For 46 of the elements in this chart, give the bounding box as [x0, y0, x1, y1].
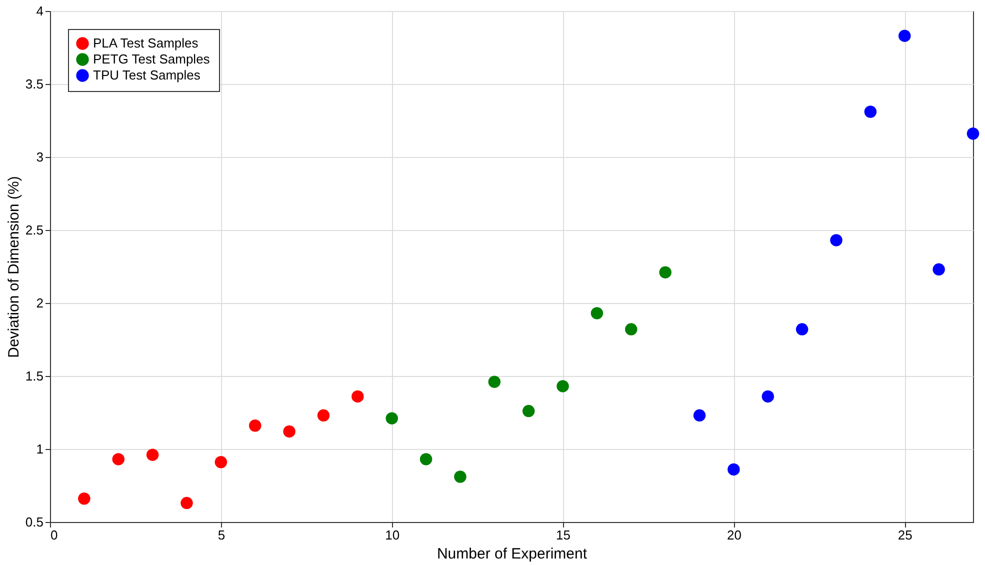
legend-label: PETG Test Samples — [93, 52, 210, 66]
point — [214, 456, 228, 468]
y-tick-label: 1 — [36, 442, 44, 456]
x-tick-label: 5 — [218, 528, 226, 542]
legend-label: PLA Test Samples — [93, 36, 199, 50]
point — [317, 409, 330, 422]
point — [522, 404, 535, 418]
point — [386, 412, 398, 424]
x-tick-label: 20 — [726, 528, 742, 542]
point — [796, 323, 808, 336]
point — [112, 453, 124, 466]
x-tick-label: 15 — [556, 528, 571, 542]
point — [488, 376, 501, 388]
point — [78, 492, 90, 505]
y-tick-label: 4 — [36, 4, 44, 18]
y-tick-label: 3.5 — [25, 76, 44, 92]
x-axis-title: Number of Experiment — [436, 546, 588, 562]
point — [352, 390, 364, 403]
y-tick-label: 3 — [36, 150, 44, 164]
point — [454, 470, 466, 483]
point — [659, 266, 672, 278]
point — [728, 463, 740, 476]
legend-label: TPU Test Samples — [93, 68, 201, 82]
point — [283, 425, 296, 438]
point — [864, 106, 877, 118]
point — [625, 323, 638, 336]
y-axis-title: Deviation of Dimension (%) — [5, 176, 22, 358]
point — [693, 409, 706, 422]
y-tick-label: 0.5 — [25, 514, 44, 530]
point — [966, 128, 980, 140]
point — [898, 30, 911, 42]
point — [180, 496, 193, 510]
y-tick-label: 2 — [36, 296, 44, 310]
point — [932, 263, 945, 276]
x-tick-label: 25 — [898, 528, 912, 542]
point — [248, 420, 262, 432]
x-tick-label: 10 — [385, 528, 400, 542]
point — [146, 448, 159, 461]
point — [420, 453, 432, 466]
point — [556, 380, 569, 392]
x-tick-label: 0 — [50, 528, 58, 542]
point — [762, 390, 774, 403]
point — [830, 234, 842, 246]
y-tick-label: 2.5 — [25, 222, 44, 238]
point — [590, 307, 604, 320]
y-tick-label: 1.5 — [25, 368, 44, 384]
